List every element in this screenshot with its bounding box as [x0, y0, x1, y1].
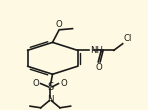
Text: O: O — [55, 20, 62, 29]
Text: Cl: Cl — [123, 34, 131, 43]
Text: NH: NH — [90, 46, 103, 55]
Text: O: O — [32, 79, 39, 88]
Text: O: O — [96, 63, 103, 72]
Text: N: N — [47, 95, 54, 104]
Text: S: S — [47, 82, 53, 92]
Text: O: O — [60, 79, 67, 88]
